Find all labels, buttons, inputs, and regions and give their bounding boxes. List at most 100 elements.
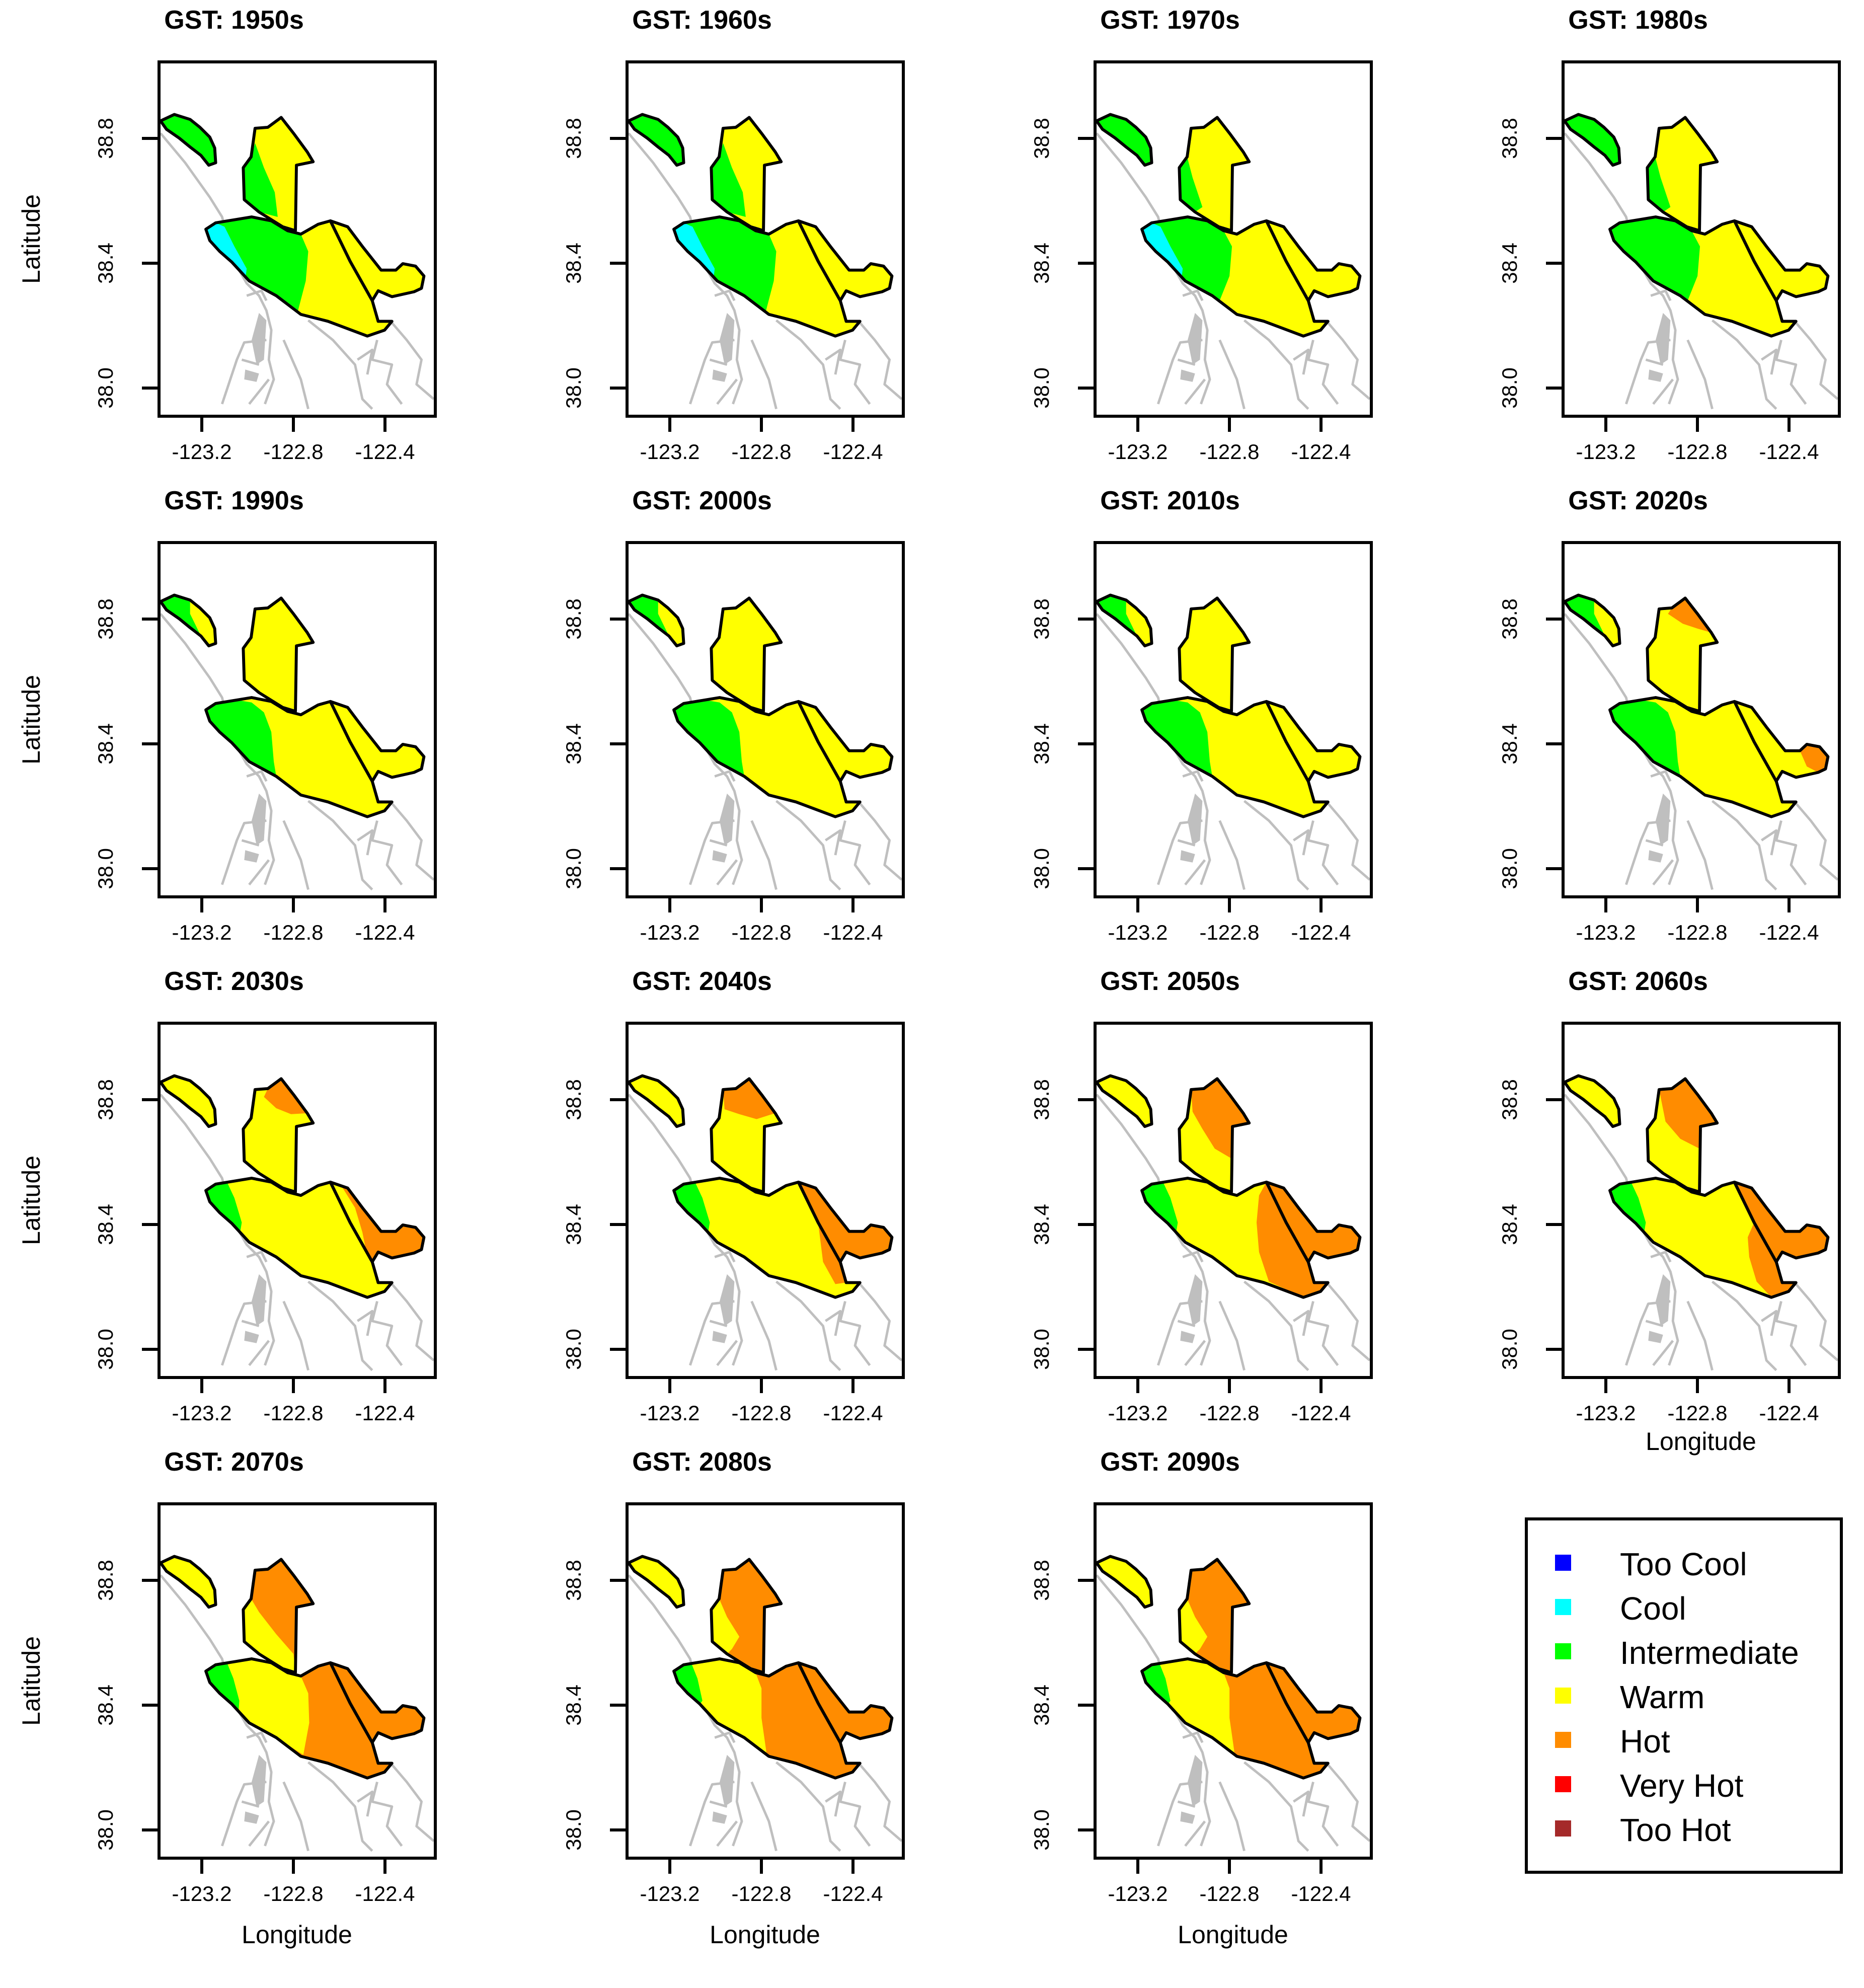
east-zone-base xyxy=(798,220,892,301)
y-tick: 38.0 xyxy=(1030,848,1094,889)
east-outline xyxy=(1265,700,1362,783)
marin-zone-overlay xyxy=(711,1598,740,1654)
legend-label: Very Hot xyxy=(1620,1768,1744,1804)
marin-zone-overlay xyxy=(1179,1598,1208,1654)
coastline xyxy=(629,613,902,891)
y-tick-label: 38.4 xyxy=(562,1204,585,1245)
y-tick-label: 38.8 xyxy=(1030,1079,1053,1120)
map-svg xyxy=(629,1074,902,1371)
y-tick: 38.8 xyxy=(94,1079,158,1120)
x-tick-label: -122.8 xyxy=(263,921,324,944)
legend-label: Hot xyxy=(1620,1723,1670,1760)
y-tick-label: 38.8 xyxy=(562,598,585,640)
y-tick: 38.0 xyxy=(1498,848,1562,889)
sonoma-zone-overlay xyxy=(1610,700,1680,777)
coastline-fill xyxy=(712,1274,735,1343)
y-tick-label: 38.4 xyxy=(94,1685,117,1726)
east-outline xyxy=(329,1661,426,1744)
map-frame xyxy=(158,1022,437,1379)
sonoma-outline xyxy=(1608,1177,1798,1299)
y-axis-label: Latitude xyxy=(17,1636,45,1726)
coastline-fill xyxy=(244,793,267,863)
y-tick: 38.0 xyxy=(562,1809,626,1851)
east-outline xyxy=(1733,700,1830,783)
legend-item: Hot xyxy=(1528,1720,1840,1760)
map-svg xyxy=(1565,113,1838,410)
sonoma-outline xyxy=(204,1177,394,1299)
panel-title: GST: 1980s xyxy=(1568,6,1708,35)
sonoma-outline xyxy=(1140,1657,1330,1780)
x-tick-label: -123.2 xyxy=(1108,440,1168,464)
y-axis-label: Latitude xyxy=(17,675,45,764)
map-frame xyxy=(626,60,905,418)
map-frame xyxy=(158,60,437,418)
map-frame xyxy=(1562,1022,1841,1379)
y-tick-label: 38.4 xyxy=(1030,723,1053,764)
east-zone-base xyxy=(1266,1662,1360,1743)
map-frame xyxy=(626,1502,905,1860)
map-svg xyxy=(161,1074,434,1371)
y-tick: 38.4 xyxy=(562,1204,626,1245)
legend-item: Too Hot xyxy=(1528,1808,1840,1849)
coastline-fill xyxy=(244,1274,267,1343)
map-svg xyxy=(161,1555,434,1852)
y-tick: 38.0 xyxy=(94,367,158,409)
map-panel: GST: 2030s 38.8 38.4 38.0 -123.2 -122.8 -122.4… xyxy=(0,966,468,1449)
y-tick: 38.0 xyxy=(562,367,626,409)
x-tick: -122.4 xyxy=(823,418,883,464)
marin-outline xyxy=(1178,116,1251,233)
east-outline xyxy=(329,700,426,783)
y-tick-label: 38.8 xyxy=(562,1079,585,1120)
legend-item: Cool xyxy=(1528,1587,1840,1627)
marin-zone-overlay xyxy=(1659,1079,1718,1149)
x-tick-label: -122.4 xyxy=(1759,921,1819,944)
marin-outline xyxy=(1178,596,1251,713)
x-axis-label: Longitude xyxy=(1178,1921,1288,1949)
y-tick-label: 38.0 xyxy=(562,1809,585,1851)
sonoma-outline xyxy=(204,215,394,338)
map-panel: GST: 2080s 38.8 38.4 38.0 -123.2 -122.8 -122.4… xyxy=(468,1447,936,1949)
east-zone-base xyxy=(330,1182,424,1262)
y-tick-label: 38.0 xyxy=(94,1329,117,1370)
x-tick: -123.2 xyxy=(640,898,700,944)
panel-title: GST: 2040s xyxy=(632,967,772,996)
y-tick-label: 38.0 xyxy=(562,1329,585,1370)
north-outline xyxy=(161,113,217,167)
legend-swatch xyxy=(1555,1555,1571,1571)
y-tick: 38.8 xyxy=(94,118,158,159)
x-tick-label: -123.2 xyxy=(172,1401,232,1425)
sonoma-zone-overlay xyxy=(206,700,276,777)
x-tick-label: -123.2 xyxy=(640,921,700,944)
y-tick-label: 38.8 xyxy=(562,1560,585,1601)
y-tick: 38.4 xyxy=(94,243,158,284)
coastline-fill xyxy=(1180,793,1203,863)
x-tick: -122.4 xyxy=(1759,898,1819,944)
x-axis-label: Longitude xyxy=(710,1921,820,1949)
marin-outline xyxy=(1646,596,1719,713)
map-svg xyxy=(161,113,434,410)
map-panel: GST: 2020s 38.8 38.4 38.0 -123.2 -122.8 -122.4 xyxy=(1404,486,1864,969)
x-tick-label: -123.2 xyxy=(1108,1882,1168,1905)
east-outline xyxy=(797,219,894,302)
north-outline xyxy=(1097,1555,1153,1609)
east-zone-base xyxy=(330,1662,424,1743)
coastline-fill xyxy=(1648,793,1671,863)
y-tick-label: 38.4 xyxy=(1498,723,1521,764)
legend-label: Too Cool xyxy=(1620,1546,1747,1582)
sonoma-outline xyxy=(672,1177,862,1299)
x-tick-label: -122.8 xyxy=(1199,1882,1260,1905)
y-tick-label: 38.0 xyxy=(562,848,585,889)
y-tick: 38.4 xyxy=(562,243,626,284)
x-tick-label: -122.4 xyxy=(355,921,415,944)
panel-title: GST: 2050s xyxy=(1100,967,1240,996)
x-tick-label: -122.8 xyxy=(263,440,324,464)
coastline xyxy=(161,613,434,891)
x-tick-label: -122.4 xyxy=(1759,440,1819,464)
x-tick: -122.4 xyxy=(823,898,883,944)
x-tick: -122.8 xyxy=(1199,418,1260,464)
east-outline xyxy=(329,1180,426,1264)
y-tick: 38.0 xyxy=(1498,367,1562,409)
y-tick-label: 38.8 xyxy=(94,1560,117,1601)
y-tick-label: 38.8 xyxy=(94,118,117,159)
x-tick: -123.2 xyxy=(1108,1860,1168,1905)
